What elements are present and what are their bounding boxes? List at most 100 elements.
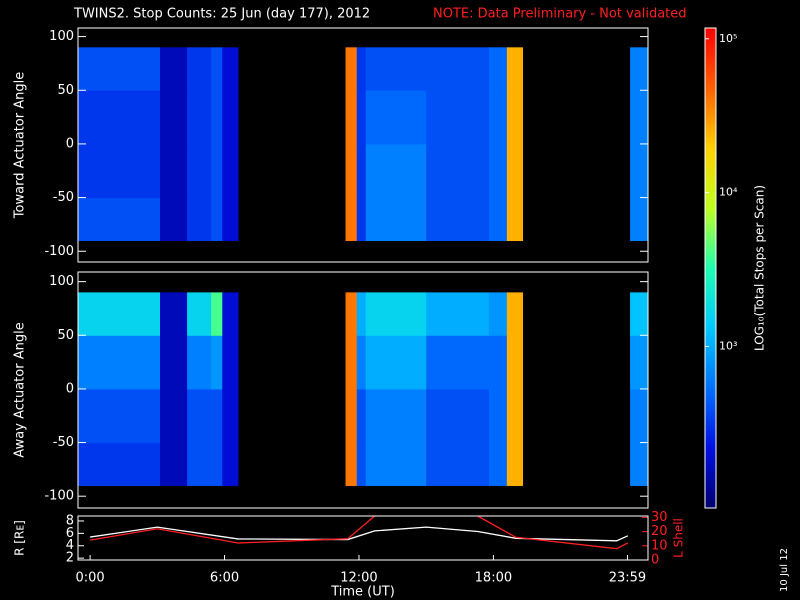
y2-tick-label: 20 [651, 524, 668, 539]
y-tick-label: 8 [66, 513, 74, 528]
heatmap-cell [160, 442, 188, 486]
heatmap-cell [506, 90, 524, 145]
date: 10 Jul 12 [779, 548, 790, 592]
heatmap-cell [630, 47, 649, 91]
chart-title: TWINS2. Stop Counts: 25 Jun (day 177), 2… [73, 7, 370, 22]
x-axis-label: Time (UT) [330, 585, 395, 600]
heatmap-cell [222, 335, 239, 390]
heatmap-cell [488, 47, 508, 91]
heatmap-cell [630, 388, 649, 444]
heatmap-cell [187, 90, 212, 145]
heatmap-cell [365, 143, 427, 199]
y-tick-label: -50 [53, 190, 74, 205]
heatmap-cell [488, 90, 508, 145]
heatmap-cell [356, 335, 367, 390]
heatmap-cell [211, 388, 223, 444]
heatmap-cell [356, 47, 367, 91]
heatmap-cell [222, 442, 239, 486]
heatmap-cell [78, 442, 161, 486]
y2-tick-label: 10 [651, 538, 668, 553]
heatmap-cell [211, 335, 223, 390]
colorbar [704, 27, 717, 509]
note: NOTE: Data Preliminary - Not validated [433, 7, 687, 22]
heatmap-cell [506, 197, 524, 242]
heatmap-cell [187, 197, 212, 242]
heatmap-cell [187, 47, 212, 91]
y-tick-label: 0 [66, 381, 74, 396]
heatmap-cell [222, 197, 239, 242]
heatmap-cell [356, 143, 367, 199]
y-axis-label: Toward Actuator Angle [13, 72, 28, 219]
heatmap-cell [160, 90, 188, 145]
y-tick-label: 50 [57, 328, 74, 343]
heatmap-cell [211, 292, 223, 336]
heatmap-cell [426, 90, 490, 145]
heatmap-cell [630, 442, 649, 486]
heatmap-cell [78, 90, 161, 145]
heatmap-cell [488, 335, 508, 390]
heatmap-cell [426, 292, 490, 336]
x-tick-label: 12:00 [340, 571, 377, 586]
x-tick-label: 6:00 [210, 571, 239, 586]
heatmap-cell [426, 197, 490, 242]
heatmap-cell [506, 47, 524, 91]
colorbar-tick-label: 10⁴ [719, 186, 738, 199]
plot-frame [77, 27, 649, 263]
plot-frame [77, 271, 649, 509]
plot-area [89, 516, 629, 550]
heatmap-cell [160, 143, 188, 199]
heatmap-cell [78, 388, 161, 444]
heatmap-cell [426, 143, 490, 199]
heatmap-cell [426, 442, 490, 486]
heatmap-cell [506, 143, 524, 199]
heatmap-cell [345, 388, 358, 444]
heatmap-cell [345, 197, 358, 242]
heatmap-cell [488, 442, 508, 486]
heatmap-cell [365, 47, 427, 91]
y-axis-label: Away Actuator Angle [13, 322, 28, 457]
heatmap-cell [506, 442, 524, 486]
heatmap-cell [211, 90, 223, 145]
heatmap-cell [160, 47, 188, 91]
heatmap-cell [426, 47, 490, 91]
heatmap-cell [78, 292, 161, 336]
y-tick-label: 100 [49, 274, 74, 289]
heatmap-cell [356, 90, 367, 145]
y-axis-label: R [Rᴇ] [13, 520, 27, 556]
x-tick-label: 23:59 [609, 571, 646, 586]
heatmap-cell [356, 388, 367, 444]
heatmap-cell [345, 442, 358, 486]
heatmap-cell [78, 143, 161, 199]
x-tick-label: 18:00 [475, 571, 512, 586]
heatmap-cell [630, 292, 649, 336]
colorbar-tick-label: 10⁵ [719, 32, 737, 45]
heatmap-cell [160, 292, 188, 336]
heatmap-cell [222, 47, 239, 91]
heatmap-cell [222, 90, 239, 145]
heatmap-cell [365, 442, 427, 486]
heatmap-cell [211, 47, 223, 91]
heatmap-cell [506, 388, 524, 444]
heatmap-cell [426, 388, 490, 444]
heatmap-cell [211, 197, 223, 242]
heatmap-cell [78, 335, 161, 390]
heatmap-cell [222, 292, 239, 336]
heatmap-cell [630, 143, 649, 199]
heatmap-cell [222, 388, 239, 444]
plot-frame [77, 515, 649, 561]
heatmap-cell [78, 197, 161, 242]
heatmap-cell [506, 292, 524, 336]
y-tick-label: -100 [44, 489, 74, 504]
heatmap-cell [488, 197, 508, 242]
heatmap-cell [365, 335, 427, 390]
heatmap-cell [488, 143, 508, 199]
y-tick-label: -100 [44, 244, 74, 259]
heatmap-cell [345, 292, 358, 336]
heatmap-cell [365, 197, 427, 242]
heatmap-cell [365, 388, 427, 444]
heatmap-cell [187, 143, 212, 199]
heatmap-cell [426, 335, 490, 390]
y-tick-label: 50 [57, 83, 74, 98]
y2-tick-label: 0 [651, 553, 659, 568]
